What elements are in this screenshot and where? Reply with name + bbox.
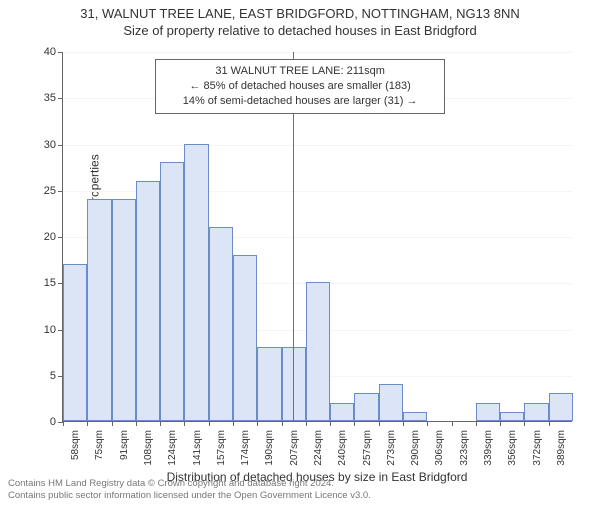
- ytick-mark: [58, 98, 63, 99]
- chart-container: 31, WALNUT TREE LANE, EAST BRIDGFORD, NO…: [0, 6, 600, 506]
- xtick-label: 190sqm: [264, 430, 275, 466]
- bar: [524, 403, 548, 422]
- bar: [63, 264, 87, 421]
- xtick-label: 273sqm: [386, 430, 397, 466]
- bar: [354, 393, 378, 421]
- xtick-mark: [549, 421, 550, 426]
- ytick-label: 0: [26, 416, 56, 428]
- ytick-mark: [58, 52, 63, 53]
- infobox-line: 14% of semi-detached houses are larger (…: [164, 94, 437, 109]
- ytick-label: 25: [26, 185, 56, 197]
- plot-region: 051015202530354058sqm75sqm91sqm108sqm124…: [62, 52, 572, 422]
- xtick-label: 75sqm: [94, 430, 105, 460]
- ytick-mark: [58, 237, 63, 238]
- xtick-label: 257sqm: [362, 430, 373, 466]
- license-line1: Contains HM Land Registry data © Crown c…: [8, 478, 334, 489]
- xtick-mark: [427, 421, 428, 426]
- bar: [160, 162, 184, 421]
- xtick-label: 157sqm: [216, 430, 227, 466]
- ytick-label: 40: [26, 46, 56, 58]
- bar: [233, 255, 257, 422]
- bar: [379, 384, 403, 421]
- gridline: [63, 145, 572, 146]
- xtick-mark: [379, 421, 380, 426]
- xtick-mark: [282, 421, 283, 426]
- xtick-mark: [257, 421, 258, 426]
- xtick-mark: [160, 421, 161, 426]
- chart-area: Number of detached properties 0510152025…: [62, 52, 572, 422]
- xtick-label: 306sqm: [434, 430, 445, 466]
- xtick-label: 58sqm: [70, 430, 81, 460]
- xtick-label: 389sqm: [556, 430, 567, 466]
- xtick-label: 174sqm: [240, 430, 251, 466]
- xtick-mark: [63, 421, 64, 426]
- bar: [112, 199, 136, 421]
- gridline: [63, 52, 572, 53]
- bar: [500, 412, 524, 421]
- xtick-label: 91sqm: [119, 430, 130, 460]
- infobox-line: ← 85% of detached houses are smaller (18…: [164, 79, 437, 94]
- bar: [184, 144, 208, 422]
- ytick-label: 30: [26, 139, 56, 151]
- ytick-label: 10: [26, 324, 56, 336]
- xtick-label: 240sqm: [337, 430, 348, 466]
- xtick-mark: [403, 421, 404, 426]
- ytick-label: 15: [26, 277, 56, 289]
- bar: [87, 199, 111, 421]
- xtick-label: 224sqm: [313, 430, 324, 466]
- xtick-label: 339sqm: [483, 430, 494, 466]
- xtick-label: 372sqm: [532, 430, 543, 466]
- xtick-label: 356sqm: [507, 430, 518, 466]
- xtick-mark: [524, 421, 525, 426]
- license-line2: Contains public sector information licen…: [8, 490, 371, 501]
- bar: [330, 403, 354, 422]
- ytick-label: 5: [26, 370, 56, 382]
- xtick-mark: [306, 421, 307, 426]
- xtick-label: 323sqm: [459, 430, 470, 466]
- xtick-mark: [330, 421, 331, 426]
- xtick-label: 290sqm: [410, 430, 421, 466]
- infobox: 31 WALNUT TREE LANE: 211sqm← 85% of deta…: [155, 59, 446, 114]
- xtick-mark: [354, 421, 355, 426]
- xtick-mark: [452, 421, 453, 426]
- title-main: 31, WALNUT TREE LANE, EAST BRIDGFORD, NO…: [0, 6, 600, 21]
- xtick-mark: [500, 421, 501, 426]
- bar: [257, 347, 281, 421]
- bar: [549, 393, 573, 421]
- xtick-mark: [136, 421, 137, 426]
- xtick-label: 207sqm: [289, 430, 300, 466]
- bar: [209, 227, 233, 421]
- xtick-mark: [112, 421, 113, 426]
- bar: [136, 181, 160, 422]
- bar: [306, 282, 330, 421]
- xtick-mark: [233, 421, 234, 426]
- xtick-label: 124sqm: [167, 430, 178, 466]
- ytick-label: 20: [26, 231, 56, 243]
- xtick-label: 108sqm: [143, 430, 154, 466]
- ytick-label: 35: [26, 92, 56, 104]
- ytick-mark: [58, 145, 63, 146]
- xtick-mark: [209, 421, 210, 426]
- bar: [476, 403, 500, 422]
- ytick-mark: [58, 191, 63, 192]
- xtick-label: 141sqm: [192, 430, 203, 466]
- title-sub: Size of property relative to detached ho…: [0, 23, 600, 38]
- xtick-mark: [476, 421, 477, 426]
- bar: [403, 412, 427, 421]
- license-text: Contains HM Land Registry data © Crown c…: [8, 478, 371, 502]
- xtick-mark: [87, 421, 88, 426]
- xtick-mark: [184, 421, 185, 426]
- infobox-line: 31 WALNUT TREE LANE: 211sqm: [164, 64, 437, 79]
